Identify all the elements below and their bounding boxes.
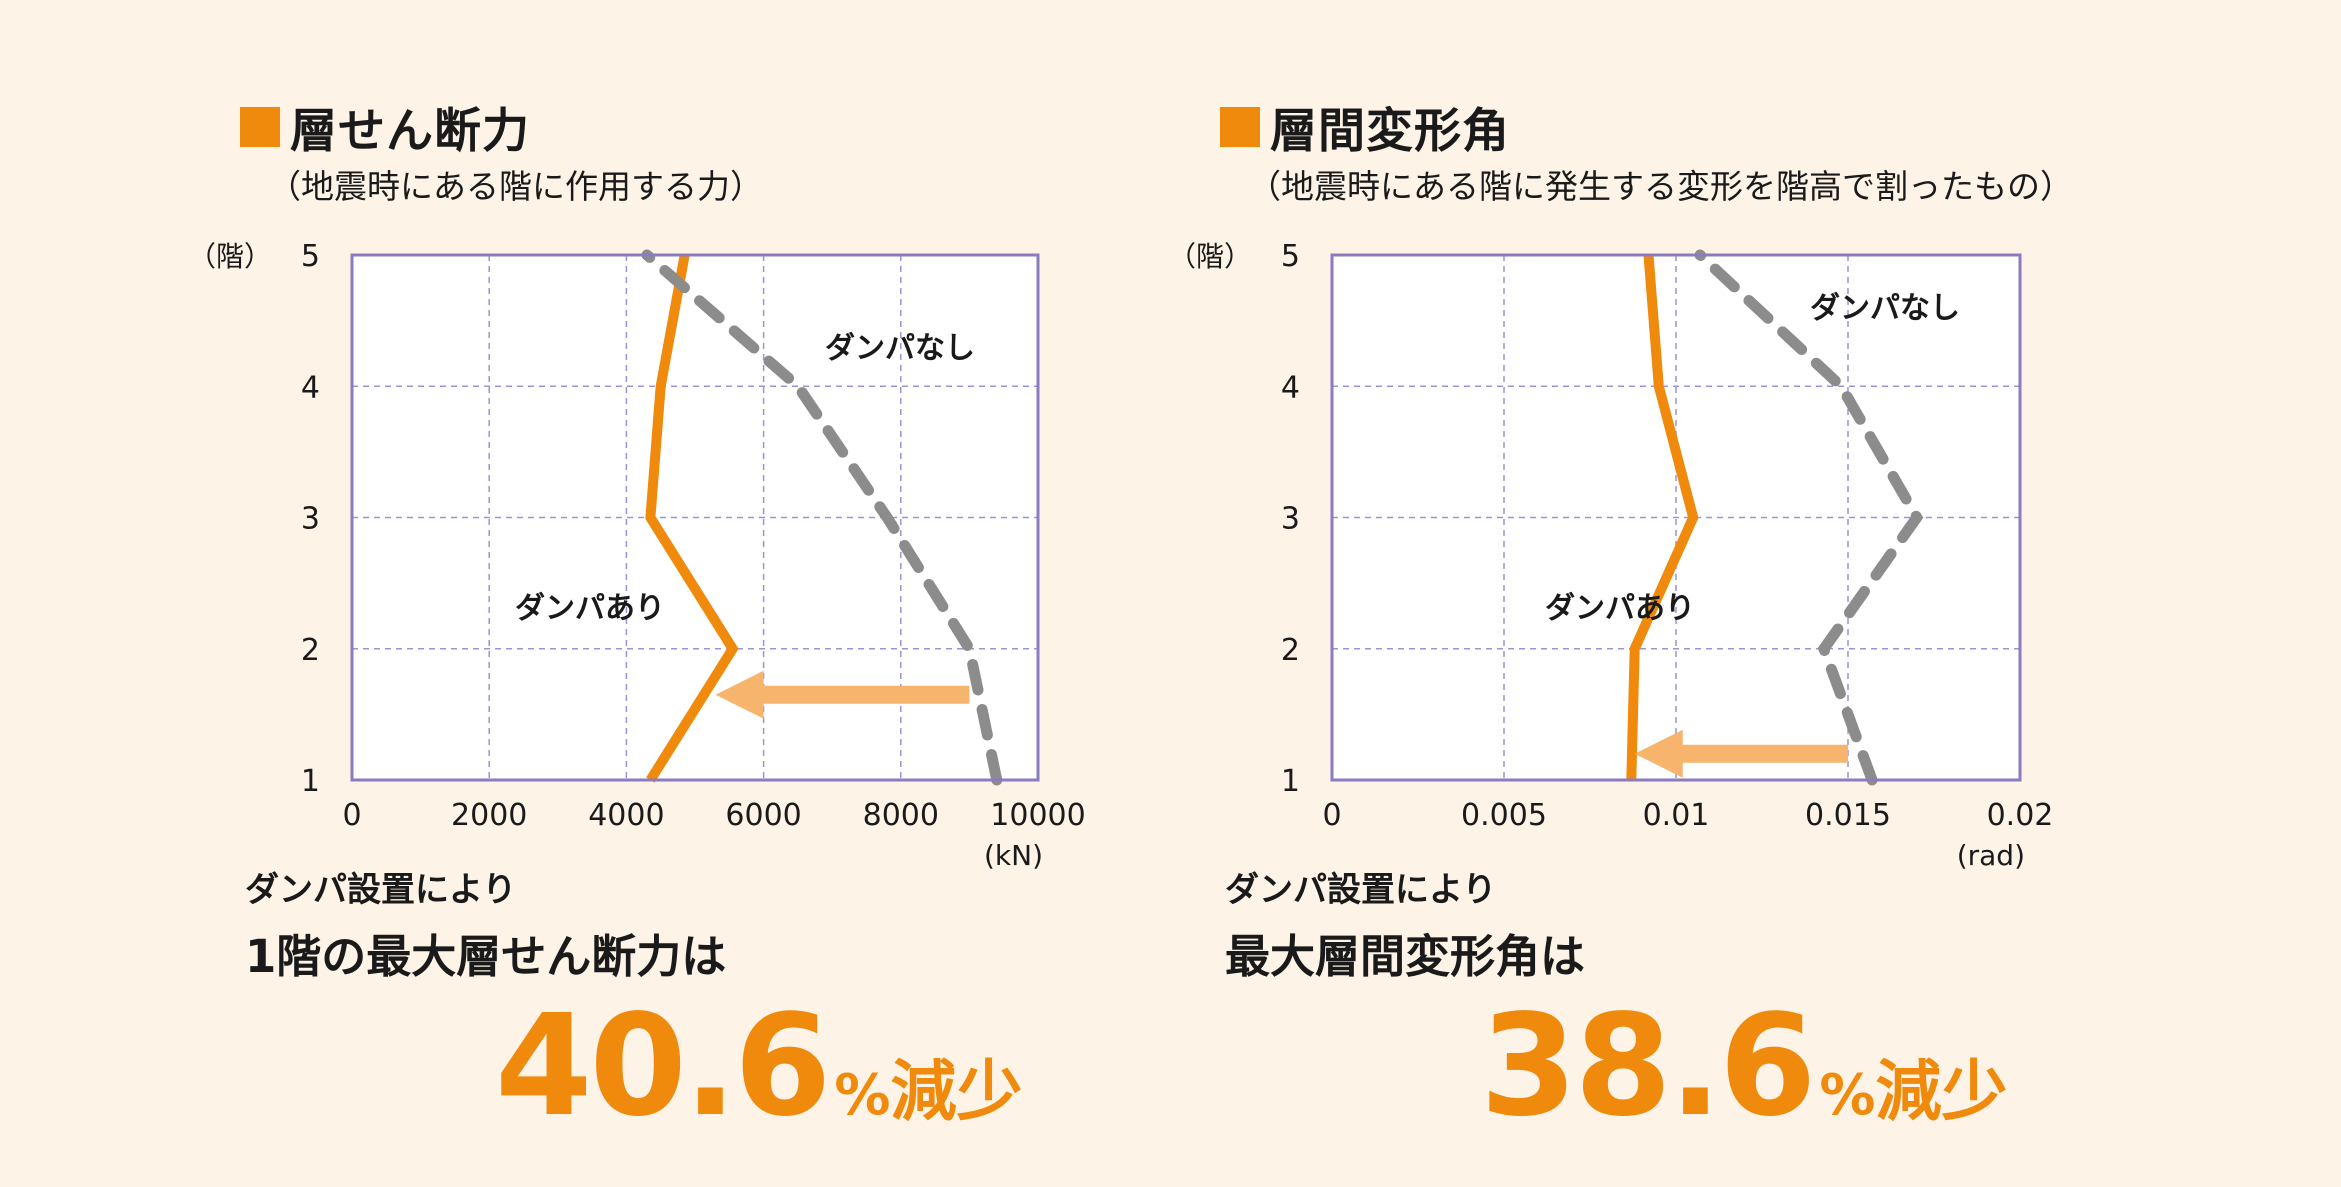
- y-tick-label: 1: [1281, 764, 1300, 799]
- drift-angle-result-value: 38.6: [1480, 985, 1816, 1148]
- y-axis-label: （階）: [1168, 240, 1252, 273]
- title-square-icon: [240, 106, 280, 147]
- y-tick-label: 5: [1281, 239, 1300, 274]
- series-undamped-line: [641, 249, 1003, 786]
- shear-force-result-unit: %: [834, 1063, 891, 1128]
- title-square-icon: [1220, 106, 1260, 147]
- y-tick-label: 3: [1281, 502, 1300, 537]
- drift-angle-title: 層間変形角: [1270, 104, 1510, 159]
- drift-angle-subtitle: （地震時にある階に発生する変形を階高で割ったもの）: [1248, 167, 2073, 206]
- x-tick-label: 8000: [863, 798, 939, 833]
- series-damped-line: [645, 254, 739, 783]
- series-damped-line: [1626, 254, 1699, 781]
- series-label: ダンパなし: [825, 331, 975, 366]
- y-tick-label: 4: [301, 370, 320, 405]
- plot-frame: [1330, 253, 2022, 782]
- shear-force-chart: 0 2000 4000 6000 8000 10000 1 2 3 4 5 （階） (kN) ダンパあり ダ…: [188, 239, 1086, 872]
- shear-force-result-value: 40.6: [495, 985, 831, 1148]
- drift-angle-chart: 0 0.005 0.01 0.015 0.02 1 2 3 4 5 （階） (rad) ダンパあり ダンパ…: [1168, 239, 2054, 872]
- y-tick-label: 3: [301, 502, 320, 537]
- drift-angle-result-word: 減少: [1875, 1053, 2008, 1130]
- shear-force-result-word: 減少: [890, 1053, 1023, 1130]
- arrow-head-icon: [1634, 729, 1683, 778]
- y-tick-label: 5: [301, 239, 320, 274]
- drift-angle-note: ダンパ設置により: [1225, 870, 1497, 910]
- series-label: ダンパなし: [1810, 291, 1960, 326]
- x-tick-label: 4000: [588, 798, 664, 833]
- shear-force-claim: 1階の最大層せん断力は: [245, 930, 727, 983]
- drift-angle-panel: 層間変形角 （地震時にある階に発生する変形を階高で割ったもの） 0 0.005 0.…: [1168, 0, 2250, 1187]
- shear-force-subtitle: （地震時にある階に作用する力）: [268, 167, 763, 206]
- shear-force-panel: 層せん断力 （地震時にある階に作用する力） 0 2000 4000 6000 8000 1…: [188, 0, 1270, 1187]
- x-tick-label: 6000: [725, 798, 801, 833]
- y-tick-label: 2: [301, 633, 320, 668]
- series-label: ダンパあり: [515, 591, 665, 626]
- shear-force-title: 層せん断力: [290, 104, 530, 159]
- x-tick-label: 10000: [990, 798, 1085, 833]
- series-label: ダンパあり: [1545, 591, 1695, 626]
- y-tick-label: 1: [301, 764, 320, 799]
- series-undamped-line: [1694, 249, 1924, 786]
- y-tick-label: 4: [1281, 370, 1300, 405]
- x-tick-label: 0.01: [1643, 798, 1710, 833]
- x-tick-label: 0.015: [1805, 798, 1891, 833]
- shear-force-title-row: 層せん断力: [240, 92, 530, 161]
- x-tick-label: 2000: [451, 798, 527, 833]
- x-tick-label: 0.02: [1987, 798, 2054, 833]
- shear-force-note: ダンパ設置により: [245, 870, 517, 910]
- x-axis-unit: (kN): [984, 839, 1043, 872]
- drift-angle-title-row: 層間変形角: [1220, 92, 1510, 161]
- drift-angle-result-unit: %: [1819, 1063, 1876, 1128]
- y-tick-label: 2: [1281, 633, 1300, 668]
- drift-angle-result: 38.6 %減少: [1480, 985, 2008, 1148]
- y-axis-label: （階）: [188, 240, 272, 273]
- drift-angle-claim: 最大層間変形角は: [1225, 930, 1586, 983]
- x-tick-label: 0: [1322, 798, 1341, 833]
- plot-frame: [350, 253, 1040, 782]
- x-tick-label: 0: [342, 798, 361, 833]
- x-axis-unit: (rad): [1957, 839, 2025, 872]
- x-tick-label: 0.005: [1461, 798, 1547, 833]
- shear-force-result: 40.6 %減少: [495, 985, 1023, 1148]
- arrow-head-icon: [715, 670, 764, 719]
